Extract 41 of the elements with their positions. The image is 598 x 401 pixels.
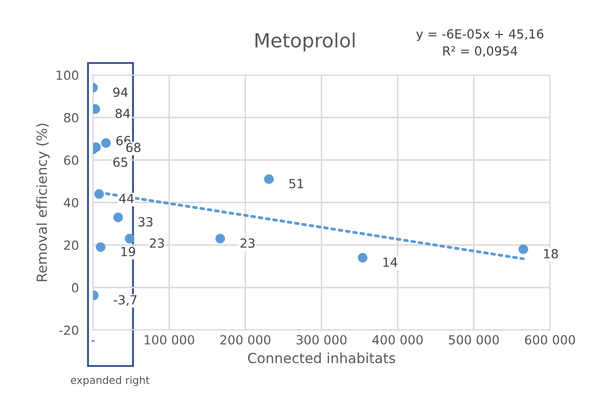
point: [94, 189, 104, 199]
point: [124, 234, 134, 244]
point: [215, 234, 226, 244]
y-tick-label: 20: [64, 240, 78, 250]
data-label: 94: [113, 87, 128, 97]
point: [101, 138, 111, 148]
point: [96, 242, 106, 252]
data-label: 23: [240, 238, 255, 248]
data-label: 33: [138, 217, 152, 227]
data-label: 44: [119, 194, 134, 204]
y-axis-title: Removal efficiency (%): [36, 124, 50, 282]
y-tick-label: 60: [64, 155, 78, 165]
data-label: 65: [113, 157, 128, 167]
text: y = -6E-05x + 45,16: [416, 29, 544, 42]
data-label: 51: [289, 179, 304, 188]
text: R² = 0,0954: [443, 46, 518, 57]
text: expanded right: [70, 376, 150, 386]
y-tick-label: 0: [72, 282, 78, 292]
data-label: 14: [383, 258, 398, 267]
data-label: 18: [544, 248, 558, 258]
y-tick-label: 100: [56, 70, 78, 80]
data-label: 19: [121, 246, 136, 256]
x-axis-title: Connected inhabitats: [248, 352, 396, 364]
x-tick-label: 600 000: [525, 335, 576, 345]
x-tick-label: 500 000: [448, 335, 499, 345]
data-label: 23: [150, 238, 164, 248]
point: [518, 244, 528, 254]
x-tick-label: -: [91, 340, 95, 342]
point: [113, 212, 123, 222]
x-tick-label: 200 000: [220, 335, 270, 345]
y-tick-label: 80: [64, 112, 78, 122]
point: [358, 252, 368, 263]
x-tick-label: 400 000: [372, 335, 423, 345]
data-label: 84: [116, 108, 130, 118]
point: [264, 174, 274, 184]
x-tick-label: 300 000: [296, 335, 347, 345]
data-label: -3,7: [114, 295, 137, 306]
x-tick-label: 100 000: [144, 335, 194, 345]
chart-title: Metoprolol: [256, 32, 355, 52]
y-tick-label: 40: [64, 198, 78, 208]
y-tick-label: -20: [59, 325, 78, 335]
